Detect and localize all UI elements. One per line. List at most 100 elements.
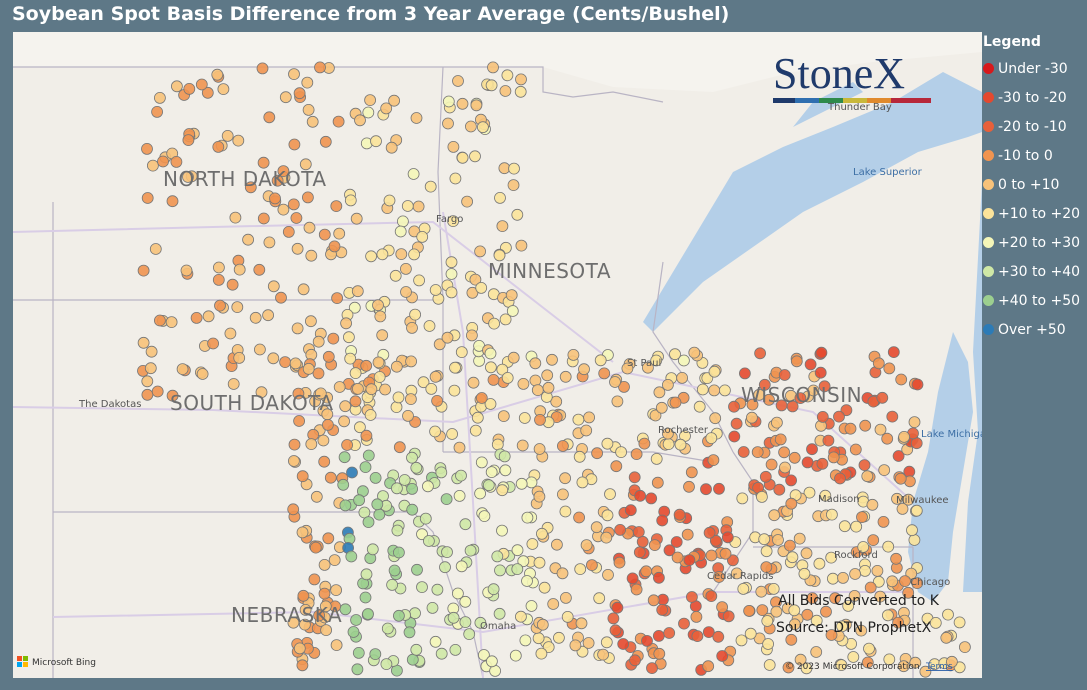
bid-dot (207, 337, 220, 350)
bid-dot (333, 381, 346, 393)
bid-dot (410, 643, 423, 656)
bid-dot (736, 492, 749, 505)
bid-dot (369, 471, 382, 484)
bid-dot (534, 413, 546, 426)
bid-dot (296, 659, 309, 672)
bid-dot (449, 644, 462, 656)
bid-dot (464, 544, 477, 557)
bid-dot (313, 609, 326, 622)
bid-dot (440, 493, 453, 506)
legend-label: +10 to +20 (998, 205, 1081, 222)
bid-dot (653, 571, 665, 584)
bid-dot (878, 464, 891, 477)
bid-dot (257, 212, 270, 225)
bid-dot (431, 394, 444, 407)
bid-dot (293, 642, 306, 655)
bid-dot (423, 320, 436, 332)
bid-dot (350, 614, 363, 626)
bid-dot (876, 391, 889, 404)
copyright: © 2023 Microsoft Corporation (785, 662, 920, 672)
bid-dot (517, 555, 530, 568)
bid-dot (713, 482, 725, 495)
bid-dot (693, 400, 706, 413)
bid-dot (785, 633, 798, 646)
bid-dot (297, 589, 310, 602)
bid-dot (352, 647, 365, 659)
bid-dot (176, 363, 189, 376)
bid-dot (810, 646, 823, 658)
bid-dot (330, 584, 343, 596)
legend-label: Over +50 (998, 321, 1066, 338)
place-label: Omaha (480, 621, 516, 632)
bid-dot (145, 345, 158, 358)
bid-dot (516, 439, 529, 452)
bid-dot (453, 489, 466, 502)
bid-dot (392, 391, 405, 404)
bid-dot (753, 388, 766, 401)
bid-dot (328, 554, 341, 566)
bid-dot (521, 511, 534, 524)
bid-dot (569, 639, 582, 652)
bid-dot (737, 583, 750, 595)
bid-dot (785, 474, 797, 487)
bid-dot (293, 415, 306, 427)
bid-dot (292, 387, 305, 400)
bid-dot (339, 499, 352, 512)
legend-label: -20 to -10 (998, 118, 1067, 135)
bid-dot (327, 332, 340, 345)
bid-dot (351, 285, 364, 298)
state-label: NORTH DAKOTA (163, 167, 327, 191)
bid-dot (573, 511, 585, 524)
bid-dot (910, 504, 923, 517)
bid-dot (786, 400, 799, 413)
bid-dot (578, 363, 590, 376)
bid-dot (728, 400, 740, 413)
bid-dot (507, 179, 520, 192)
legend-swatch (983, 295, 994, 306)
bid-dot (487, 583, 500, 596)
bid-dot (737, 446, 750, 458)
bid-dot (475, 392, 488, 404)
bid-dot (380, 102, 393, 115)
bid-dot (655, 401, 668, 414)
bid-dot (511, 544, 524, 557)
bid-dot (455, 560, 468, 573)
bid-dot (727, 554, 739, 567)
logo-bar (773, 98, 931, 103)
bid-dot (253, 343, 266, 356)
bid-dot (673, 508, 686, 521)
bid-dot (834, 472, 846, 485)
bid-dot (360, 359, 373, 372)
legend-item: +20 to +30 (983, 228, 1080, 257)
bid-dot (449, 172, 462, 185)
bid-dot (328, 240, 341, 253)
bid-dot (801, 456, 814, 469)
bid-dot (180, 264, 193, 277)
bid-dot (475, 281, 488, 294)
bid-dot (586, 559, 598, 571)
bid-dot (705, 590, 718, 602)
bid-dot (529, 357, 542, 370)
bid-dot (291, 322, 304, 335)
bid-dot (435, 466, 448, 479)
bid-dot (909, 656, 922, 669)
bid-dot (618, 380, 630, 393)
bid-dot (484, 398, 497, 410)
bid-dot (712, 630, 725, 643)
bid-dot (881, 432, 894, 445)
bid-dot (647, 594, 660, 607)
bid-dot (214, 299, 226, 312)
bid-dot (310, 490, 323, 503)
bid-dot (141, 375, 154, 388)
terms-link[interactable]: Terms (925, 662, 953, 672)
bid-dot (229, 211, 242, 224)
bid-dot (533, 443, 546, 455)
bid-dot (636, 535, 649, 548)
bid-dot (403, 626, 416, 639)
bid-dot (707, 454, 720, 467)
highway (52, 591, 913, 634)
title: Soybean Spot Basis Difference from 3 Yea… (12, 3, 730, 25)
bid-dot (166, 389, 179, 402)
logo: StoneX (773, 49, 905, 98)
